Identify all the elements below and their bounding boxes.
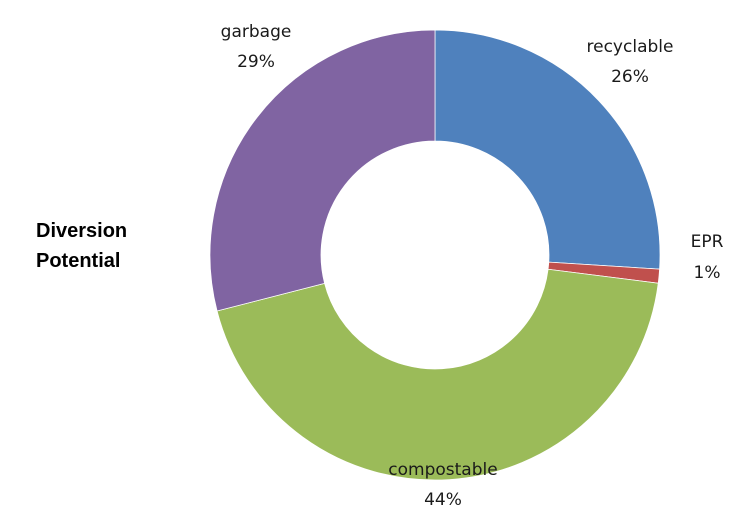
slice-label-garbage: garbage — [221, 22, 292, 42]
slice-garbage — [209, 29, 436, 312]
slice-value-compostable: 44% — [424, 490, 462, 510]
slice-label-recyclable: recyclable — [587, 37, 674, 57]
slice-label-compostable: compostable — [388, 460, 497, 480]
slice-recyclable — [434, 29, 661, 270]
slice-value-garbage: 29% — [237, 52, 275, 72]
slice-label-epr: EPR — [691, 232, 724, 252]
slice-value-recyclable: 26% — [611, 67, 649, 87]
slice-compostable — [216, 268, 659, 481]
slice-value-epr: 1% — [694, 263, 721, 283]
chart-title-line-1: Diversion — [36, 220, 128, 242]
chart-title-line-2: Potential — [36, 250, 121, 272]
chart-title: Diversion Potential — [36, 216, 176, 276]
